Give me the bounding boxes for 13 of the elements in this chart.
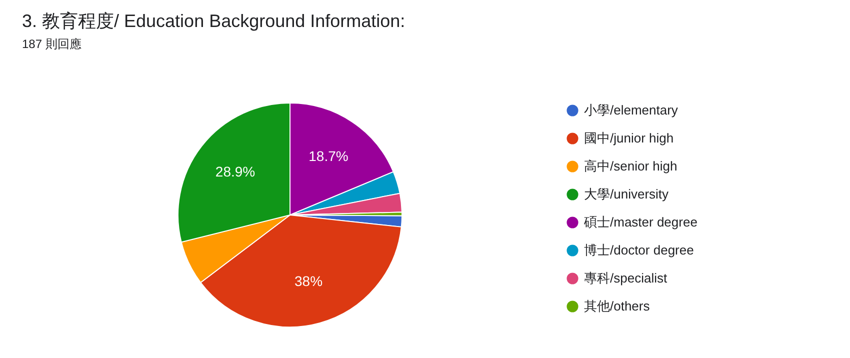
text: 187 則回應 bbox=[22, 37, 82, 51]
legend-label: 小學/elementary bbox=[584, 102, 678, 118]
legend-label: 其他/others bbox=[584, 298, 650, 314]
chart-title: 3. 教育程度/ Education Background Information: bbox=[22, 11, 406, 31]
data-label: 38% bbox=[294, 272, 323, 289]
data-label: 28.9% bbox=[215, 163, 256, 180]
legend-label: 國中/junior high bbox=[584, 130, 674, 146]
legend-label: 高中/senior high bbox=[584, 158, 678, 174]
legend-label: 碩士/master degree bbox=[583, 214, 698, 230]
data-label: 18.7% bbox=[308, 148, 348, 164]
legend-label: 大學/university bbox=[584, 186, 670, 202]
legend-label: 專科/specialist bbox=[584, 270, 668, 286]
legend-label: 博士/doctor degree bbox=[584, 242, 694, 258]
